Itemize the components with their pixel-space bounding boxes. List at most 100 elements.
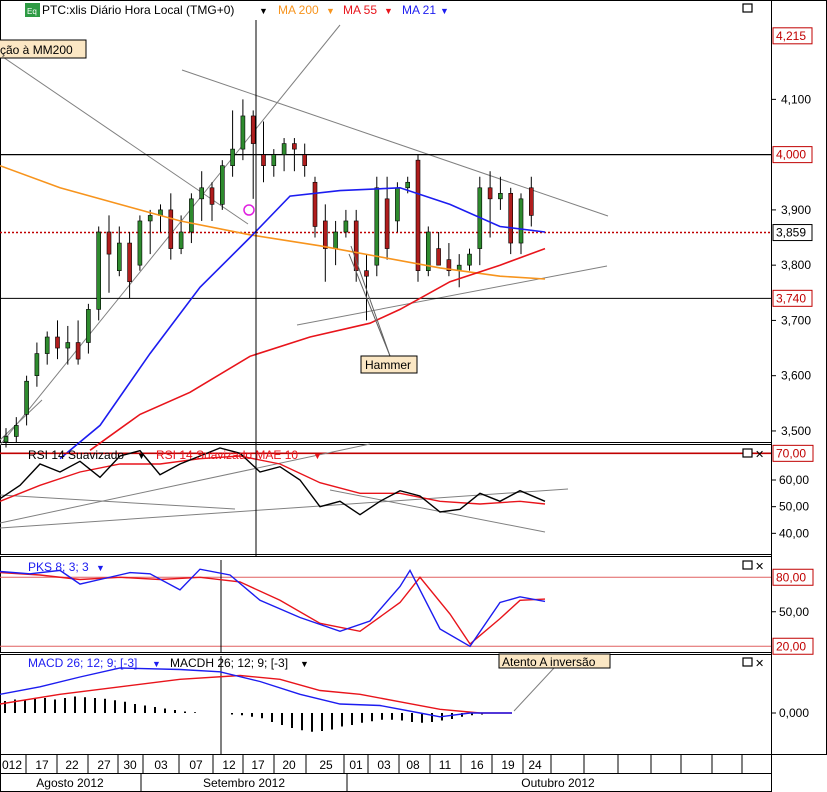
- rsi-value-box: [772, 444, 814, 462]
- pks-label[interactable]: PKS 8; 3; 3: [28, 560, 89, 574]
- ma200-line: [0, 164, 546, 280]
- candle-body: [199, 187, 204, 200]
- candle-body: [230, 148, 235, 166]
- day-tick-label: 01: [349, 758, 363, 772]
- ma200-label[interactable]: MA 200: [278, 3, 319, 17]
- pks-dropdown-icon[interactable]: ▼: [96, 563, 105, 573]
- close-macd-icon[interactable]: ✕: [755, 658, 764, 670]
- candle-body: [384, 198, 390, 249]
- minimize-macd-icon[interactable]: [742, 657, 753, 667]
- close-rsi-icon[interactable]: ✕: [755, 449, 764, 461]
- ma21-dropdown-icon[interactable]: ▼: [440, 6, 449, 16]
- candle-body: [240, 115, 246, 150]
- day-tick-label: 012: [2, 758, 22, 772]
- ma55-dropdown-icon[interactable]: ▼: [384, 6, 393, 16]
- candle-body: [106, 231, 112, 255]
- hammer-pointer: [348, 253, 391, 357]
- candle-body: [168, 209, 174, 249]
- pks-value-box: [772, 568, 814, 586]
- close-pks-icon[interactable]: ✕: [755, 561, 764, 573]
- rsi-line: [0, 447, 546, 516]
- pks-header: PKS 8; 3; 3 ▼ ✕: [28, 560, 764, 574]
- rsi-trend-line: [329, 489, 546, 533]
- macdh-label[interactable]: MACDH 26; 12; 9; [-3]: [170, 656, 288, 670]
- price-tick-label: 3,900: [781, 203, 811, 217]
- rsi-dropdown-icon[interactable]: ▼: [137, 451, 146, 461]
- day-tick-label: 07: [189, 758, 203, 772]
- annotation-ma200[interactable]: ção à MM200: [0, 39, 87, 59]
- price-value-box: [772, 224, 813, 242]
- macd-tick-label: 0,000: [779, 706, 809, 720]
- candle-body: [467, 253, 472, 266]
- candle-body: [312, 181, 318, 227]
- annotation-ma200-text: ção à MM200: [0, 43, 73, 57]
- price-value-box: [772, 289, 813, 307]
- candle-body: [24, 380, 29, 415]
- ma21-line: [59, 186, 546, 460]
- macdh-dropdown-icon[interactable]: ▼: [300, 659, 309, 669]
- ma55-line: [89, 247, 546, 451]
- macd-label[interactable]: MACD 26; 12; 9; [-3]: [28, 656, 137, 670]
- rsi-label[interactable]: RSI 14 Suavizado: [28, 448, 124, 462]
- annotation-hammer[interactable]: Hammer: [360, 355, 418, 374]
- candle-body: [281, 143, 287, 155]
- price-value-label: 3,740: [776, 291, 806, 305]
- candle-body: [147, 215, 153, 222]
- pks-value-box: [772, 637, 814, 655]
- instrument-dropdown-icon[interactable]: ▼: [259, 6, 268, 16]
- instrument-label[interactable]: PTC:xlis Diário Hora Local (TMG+0): [42, 3, 234, 17]
- rsi-tick-label: 40,00: [779, 526, 809, 540]
- annotation-hammer-text: Hammer: [365, 358, 411, 372]
- rsi-ma-label[interactable]: RSI 14 Suavizado MAE 10: [156, 448, 298, 462]
- hammer-pointer: [350, 245, 391, 357]
- macd-dropdown-icon[interactable]: ▼: [152, 659, 161, 669]
- rsi-tick-label: 60,00: [779, 473, 809, 487]
- candle-body: [55, 336, 60, 349]
- ma200-dropdown-icon[interactable]: ▼: [326, 6, 335, 16]
- candle-body: [322, 220, 328, 249]
- annotation-inversion[interactable]: Atento A inversão: [498, 653, 611, 669]
- pks-tick-label: 50,00: [779, 605, 809, 619]
- rsi-panel[interactable]: [0, 444, 772, 555]
- candle-body: [96, 231, 101, 310]
- candle-body: [487, 187, 493, 200]
- candle-body: [405, 181, 411, 189]
- rsi-ma-dropdown-icon[interactable]: ▼: [313, 451, 322, 461]
- minimize-pks-icon[interactable]: [742, 560, 753, 570]
- symbol-badge-text: Eq: [27, 7, 37, 16]
- candle-body: [220, 165, 225, 205]
- rsi-header: RSI 14 Suavizado ▼ RSI 14 Suavizado MAE …: [28, 448, 764, 462]
- candle-body: [44, 336, 50, 354]
- pks-panel[interactable]: [0, 556, 772, 653]
- candle-body: [86, 309, 91, 343]
- day-tick-label: 12: [222, 758, 236, 772]
- day-tick-label: 22: [65, 758, 79, 772]
- candle-body: [436, 248, 441, 266]
- candle-body: [189, 198, 194, 233]
- candle-body: [333, 231, 338, 249]
- rsi-trend-line: [0, 488, 569, 529]
- price-value-label: 4,000: [776, 148, 806, 162]
- rsi-tick-label: 50,00: [779, 500, 809, 514]
- ma21-label[interactable]: MA 21: [402, 3, 436, 17]
- macd-panel[interactable]: [0, 654, 772, 755]
- minimize-rsi-icon[interactable]: [742, 448, 753, 458]
- price-axis-area[interactable]: [771, 0, 827, 755]
- ma55-label[interactable]: MA 55: [343, 3, 377, 17]
- trend-line: [296, 265, 608, 326]
- candle-body: [209, 187, 215, 205]
- day-tick-label: 20: [282, 758, 296, 772]
- month-label: Agosto 2012: [36, 776, 104, 790]
- macd-plot: [0, 656, 555, 754]
- candle-body: [3, 436, 9, 443]
- day-tick-label: 24: [528, 758, 542, 772]
- candle-body: [137, 220, 143, 266]
- inversion-pointer: [513, 667, 555, 712]
- price-value-box: [772, 146, 813, 164]
- rsi-trend-line: [0, 443, 371, 524]
- candle-body: [374, 187, 380, 266]
- candle-body: [446, 259, 452, 271]
- maximize-price-icon[interactable]: [742, 3, 753, 13]
- day-tick-label: 08: [406, 758, 420, 772]
